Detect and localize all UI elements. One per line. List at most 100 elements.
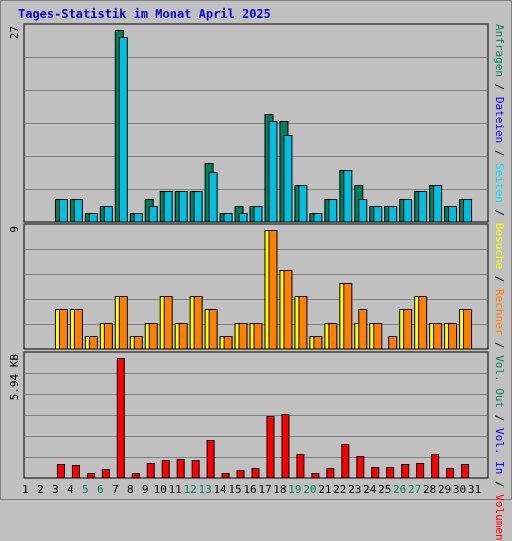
- bar-dateien-day-3: [58, 199, 68, 223]
- x-tick-label-22: 22: [333, 483, 346, 496]
- y-max-label-visits: 9: [8, 226, 21, 233]
- bar-volumen-day-29: [446, 468, 455, 479]
- x-tick-label-8: 8: [127, 483, 134, 496]
- y-max-label-volume: 5.94 KB: [8, 354, 21, 401]
- bar-volumen-day-26: [401, 464, 410, 479]
- bar-rechner-day-19: [298, 296, 308, 350]
- bar-volumen-day-16: [251, 468, 260, 479]
- legend-separator: /: [493, 408, 506, 429]
- x-tick-label-18: 18: [273, 483, 286, 496]
- bar-volumen-day-15: [236, 470, 245, 479]
- bar-volumen-day-14: [221, 473, 230, 479]
- x-tick-label-9: 9: [142, 483, 149, 496]
- legend-item-vol-out: Vol. Out: [493, 355, 506, 409]
- bar-volumen-day-10: [161, 460, 170, 479]
- bar-volumen-day-4: [71, 465, 80, 479]
- bar-rechner-day-29: [448, 323, 458, 350]
- bar-rechner-day-13: [208, 309, 218, 350]
- bar-dateien-day-8: [133, 213, 143, 223]
- x-tick-label-17: 17: [258, 483, 271, 496]
- bar-dateien-day-13: [208, 172, 218, 223]
- legend-item-volumen: Volumen: [493, 494, 506, 541]
- legend-separator: /: [493, 335, 506, 356]
- x-tick-label-16: 16: [243, 483, 256, 496]
- bar-dateien-day-22: [343, 170, 353, 223]
- bar-rechner-day-7: [118, 296, 128, 350]
- bar-dateien-day-19: [298, 185, 308, 223]
- legend-separator: /: [493, 269, 506, 289]
- bar-rechner-day-3: [58, 309, 68, 350]
- x-tick-label-27: 27: [408, 483, 421, 496]
- bar-rechner-day-5: [88, 336, 98, 350]
- bar-rechner-day-23: [358, 309, 368, 350]
- x-tick-label-29: 29: [438, 483, 451, 496]
- chart-title: Tages-Statistik im Monat April 2025: [18, 7, 271, 21]
- legend-item-anfragen: Anfragen: [493, 24, 506, 77]
- x-tick-label-7: 7: [112, 483, 119, 496]
- bar-dateien-day-11: [178, 191, 188, 223]
- x-tick-label-15: 15: [228, 483, 241, 496]
- x-tick-label-23: 23: [348, 483, 361, 496]
- bar-dateien-day-18: [283, 135, 293, 223]
- x-tick-label-24: 24: [363, 483, 377, 496]
- bar-dateien-day-17: [268, 121, 278, 223]
- bar-dateien-day-5: [88, 213, 98, 223]
- bar-volumen-day-21: [326, 468, 335, 479]
- bar-rechner-day-18: [283, 270, 293, 350]
- x-tick-label-2: 2: [37, 483, 44, 496]
- legend-separator: /: [493, 143, 506, 164]
- bar-rechner-day-12: [193, 296, 203, 350]
- bar-dateien-day-25: [388, 206, 398, 223]
- bar-rechner-day-30: [463, 309, 473, 350]
- bar-volumen-day-24: [371, 467, 380, 479]
- bar-rechner-day-20: [313, 336, 323, 350]
- bar-dateien-day-20: [313, 213, 323, 223]
- bar-rechner-day-21: [328, 323, 338, 350]
- bar-rechner-day-6: [103, 323, 113, 350]
- bar-rechner-day-9: [148, 323, 158, 350]
- bar-dateien-day-10: [163, 191, 173, 223]
- legend-separator: /: [493, 474, 506, 495]
- bar-dateien-day-15: [238, 213, 248, 223]
- legend-separator: /: [493, 202, 506, 223]
- bar-volumen-day-23: [356, 456, 365, 479]
- bar-rechner-day-16: [253, 323, 263, 350]
- legend-item-vol-in: Vol. In: [493, 428, 506, 475]
- x-tick-label-10: 10: [154, 483, 167, 496]
- bar-volumen-day-9: [146, 463, 155, 479]
- bar-dateien-day-16: [253, 206, 263, 223]
- bar-volumen-day-17: [266, 416, 275, 479]
- x-tick-label-19: 19: [288, 483, 301, 496]
- bar-rechner-day-17: [268, 230, 278, 350]
- bar-volumen-day-13: [206, 440, 215, 479]
- x-tick-label-11: 11: [169, 483, 182, 496]
- x-tick-label-13: 13: [198, 483, 211, 496]
- x-tick-label-1: 1: [22, 483, 29, 496]
- bar-dateien-day-6: [103, 206, 113, 223]
- legend: Anfragen / Dateien / Seiten / Besuche / …: [492, 24, 508, 541]
- x-tick-label-6: 6: [97, 483, 104, 496]
- x-tick-label-5: 5: [82, 483, 89, 496]
- bar-rechner-day-28: [433, 323, 443, 350]
- bar-volumen-day-27: [416, 463, 425, 479]
- x-tick-label-30: 30: [453, 483, 466, 496]
- bar-dateien-day-4: [73, 199, 83, 223]
- bar-dateien-day-26: [403, 199, 413, 223]
- bar-rechner-day-15: [238, 323, 248, 350]
- bar-dateien-day-23: [358, 199, 368, 223]
- bar-dateien-day-28: [433, 185, 443, 223]
- bar-dateien-day-21: [328, 199, 338, 223]
- x-tick-label-4: 4: [67, 483, 74, 496]
- bar-rechner-day-26: [403, 309, 413, 350]
- x-tick-label-31: 31: [468, 483, 481, 496]
- bar-volumen-day-7: [116, 358, 125, 479]
- x-tick-label-3: 3: [52, 483, 59, 496]
- y-max-label-hits: 27: [8, 26, 21, 39]
- bar-volumen-day-28: [431, 454, 440, 479]
- bar-volumen-day-18: [281, 414, 290, 479]
- bar-rechner-day-4: [73, 309, 83, 350]
- legend-item-dateien: Dateien: [493, 96, 506, 144]
- bar-rechner-day-8: [133, 336, 143, 350]
- legend-text: Anfragen / Dateien / Seiten / Besuche / …: [492, 24, 506, 541]
